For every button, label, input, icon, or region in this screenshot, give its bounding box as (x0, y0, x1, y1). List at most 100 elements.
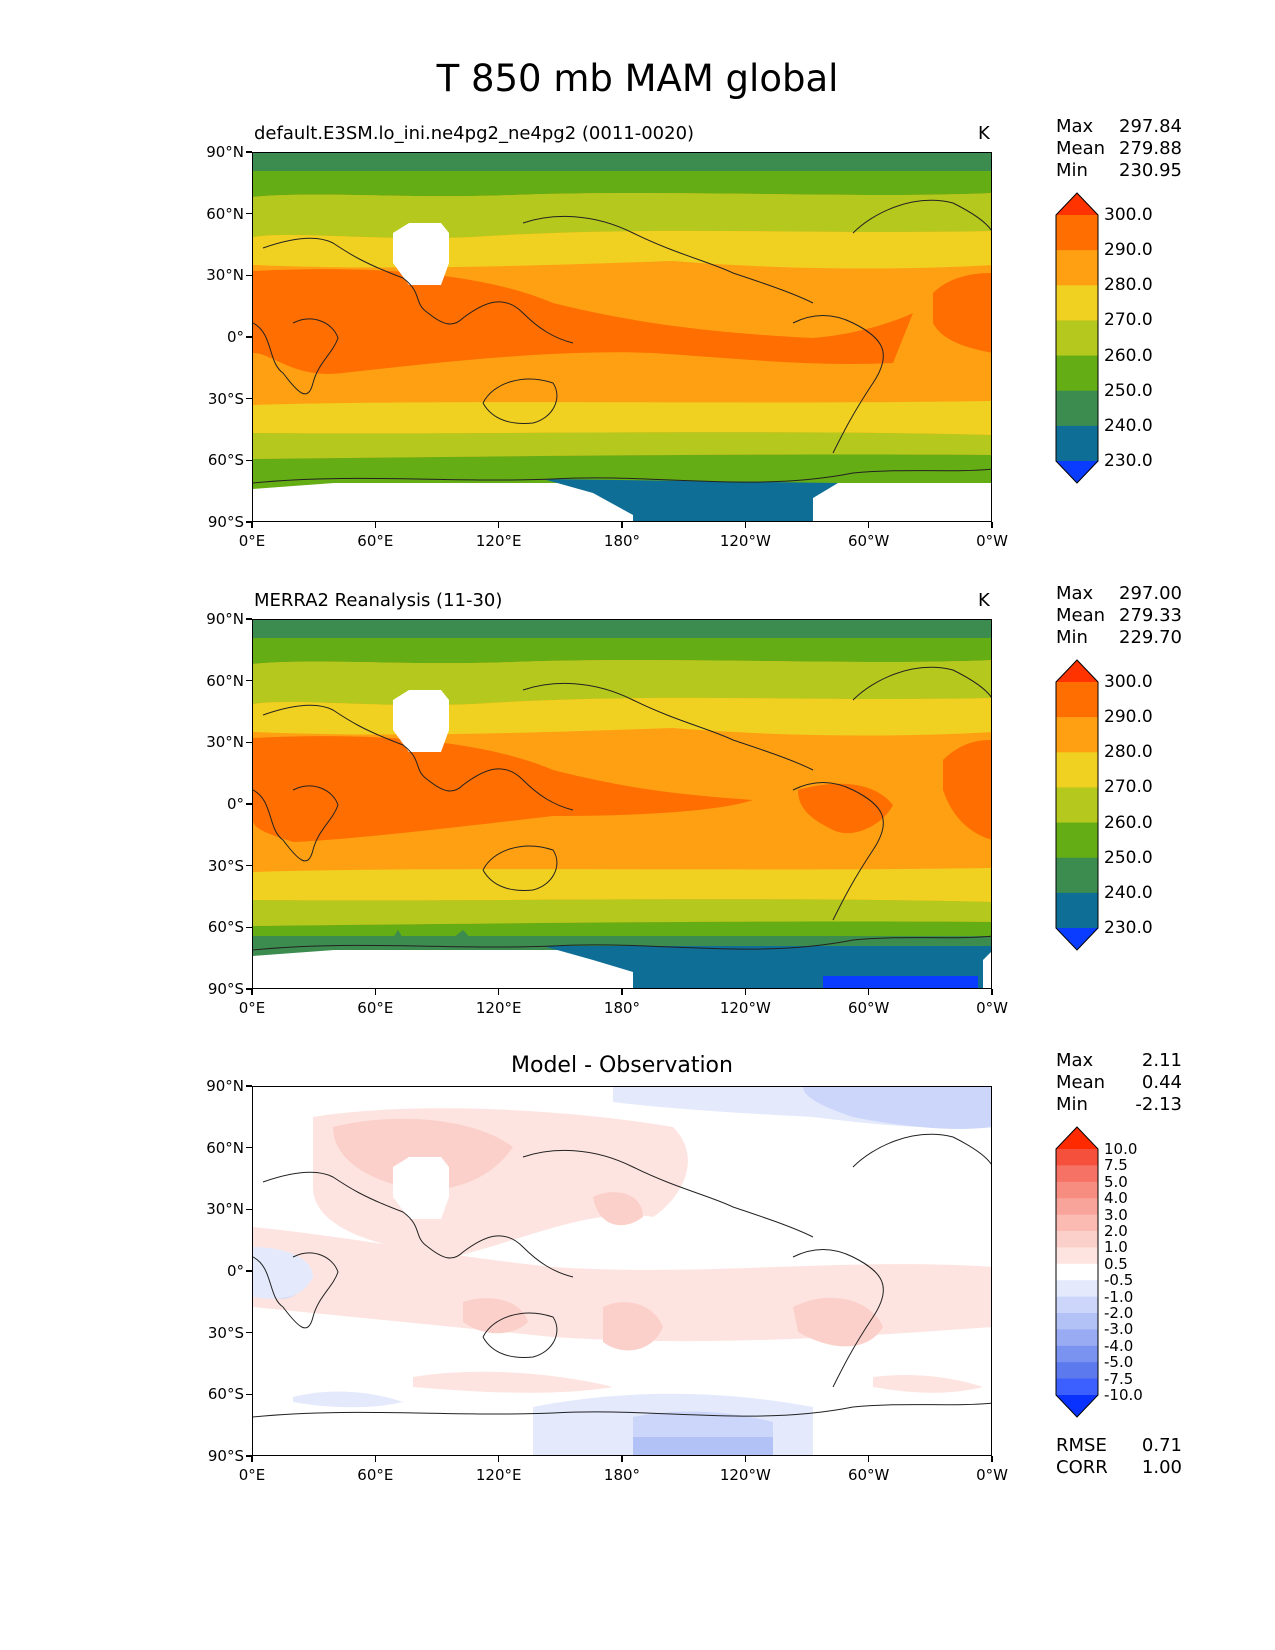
x-tick-label: 60°W (847, 999, 890, 1017)
colorbar-tick-label: 290.0 (1104, 240, 1153, 261)
colorbar-tick-label: 3.0 (1104, 1205, 1128, 1224)
colorbar-tick-label: -3.0 (1104, 1320, 1134, 1339)
y-tick-mark (246, 1208, 252, 1211)
x-tick-mark (867, 522, 870, 528)
y-tick-mark (246, 803, 252, 805)
y-tick-label: 30°N (206, 266, 244, 285)
colorbar-segment (1056, 320, 1098, 357)
y-tick-label: 30°N (206, 733, 244, 752)
y-tick-label: 90°S (207, 1447, 244, 1465)
x-tick-label: 0°E (238, 1466, 266, 1484)
y-tick-label: 60°S (207, 451, 244, 470)
colorbar-tick-label: 2.0 (1104, 1222, 1128, 1240)
y-tick-mark (246, 521, 252, 523)
colorbar-segment (1056, 1198, 1098, 1216)
coastlines (253, 199, 991, 484)
y-tick-mark (246, 926, 252, 929)
colorbar-tick-label: 7.5 (1104, 1156, 1128, 1175)
colorbar-tick-label: 250.0 (1104, 847, 1153, 868)
x-tick-label: 180° (603, 999, 641, 1017)
stat-mean-value: 0.44 (1141, 1072, 1182, 1093)
colorbar-segment (1056, 285, 1098, 322)
colorbar-tick-label: -0.5 (1104, 1271, 1134, 1290)
colorbar-segment (1056, 1329, 1098, 1347)
colorbar-tick-label: -10.0 (1104, 1386, 1143, 1404)
colorbar (1055, 192, 1099, 484)
colorbar-tick-label: 260.0 (1104, 812, 1153, 833)
colorbar (1055, 659, 1099, 951)
colorbar-segment (1056, 215, 1098, 251)
corr-value: 1.00 (1141, 1457, 1182, 1478)
colorbar-extend-min (1056, 461, 1098, 483)
x-tick-label: 0°E (238, 532, 266, 550)
coastlines (253, 1133, 991, 1418)
colorbar-tick-label: 10.0 (1104, 1140, 1138, 1158)
colorbar-tick-label: 230.0 (1104, 918, 1153, 938)
colorbar-tick-label: 280.0 (1104, 275, 1153, 296)
colorbar-segment (1056, 1280, 1098, 1298)
y-tick-mark (246, 1331, 252, 1334)
stat-min-label: Min (1056, 627, 1088, 648)
colorbar-tick-label: 230.0 (1104, 451, 1153, 471)
y-tick-label: 0° (226, 795, 244, 813)
colorbar-extend-max (1056, 1127, 1098, 1149)
y-tick-mark (246, 988, 252, 990)
y-tick-label: 30°S (207, 1323, 244, 1342)
x-tick-label: 180° (603, 1466, 641, 1484)
x-tick-label: 0°W (976, 1466, 1008, 1484)
x-tick-label: 0°W (976, 999, 1008, 1017)
panel3-metrics: RMSE 0.71 CORR 1.00 (1056, 1435, 1182, 1479)
rmse-value: 0.71 (1141, 1435, 1182, 1456)
colorbar-tick-label: -1.0 (1104, 1287, 1134, 1306)
stat-max-value: 297.00 (1119, 583, 1182, 604)
colorbar-tick-label: 300.0 (1104, 672, 1153, 692)
y-tick-label: 90°S (207, 980, 244, 998)
colorbar-segment (1056, 717, 1098, 753)
x-tick-label: 0°W (976, 532, 1008, 550)
stat-max-label: Max (1056, 1050, 1094, 1071)
colorbar-segment (1056, 1231, 1098, 1248)
colorbar-extend-min (1056, 928, 1098, 950)
x-tick-mark (251, 522, 253, 528)
y-tick-mark (246, 618, 252, 620)
colorbar-tick-label: 250.0 (1104, 380, 1153, 401)
colorbar-segment (1056, 1181, 1098, 1199)
y-tick-label: 0° (226, 328, 244, 346)
colorbar-tick-label: -4.0 (1104, 1336, 1134, 1355)
colorbar-segment (1056, 857, 1098, 894)
stat-mean-label: Mean (1056, 1072, 1106, 1093)
colorbar-tick-label: 290.0 (1104, 707, 1153, 728)
colorbar-segment (1056, 1149, 1098, 1166)
x-tick-mark (744, 522, 747, 528)
colorbar-segment (1056, 390, 1098, 427)
stat-min-label: Min (1056, 160, 1088, 181)
rmse-label: RMSE (1056, 1435, 1107, 1456)
colorbar-segment (1056, 1313, 1098, 1330)
x-tick-label: 120°W (719, 999, 771, 1017)
x-tick-mark (991, 1456, 993, 1462)
x-tick-label: 60°E (357, 532, 394, 550)
colorbar-tick-label: 240.0 (1104, 882, 1153, 903)
colorbar-tick-label: 0.5 (1104, 1254, 1128, 1273)
stat-mean-value: 279.88 (1119, 138, 1182, 159)
figure-title: T 850 mb MAM global (436, 57, 839, 100)
x-tick-mark (497, 1456, 500, 1462)
colorbar-segment (1056, 1263, 1098, 1281)
y-tick-mark (246, 397, 252, 400)
x-tick-label: 120°E (475, 532, 522, 550)
y-tick-mark (246, 1270, 252, 1272)
colorbar-segment (1056, 892, 1098, 929)
x-tick-label: 60°E (357, 1466, 394, 1484)
x-tick-label: 120°E (475, 1466, 522, 1484)
x-tick-label: 0°E (238, 999, 266, 1017)
y-tick-mark (246, 151, 252, 153)
x-tick-label: 120°E (475, 999, 522, 1017)
panel2-map (252, 619, 992, 989)
colorbar-tick-label: 280.0 (1104, 742, 1153, 763)
x-tick-mark (744, 1456, 747, 1462)
y-tick-mark (246, 864, 252, 867)
colorbar-tick-label: 270.0 (1104, 310, 1153, 331)
x-tick-mark (251, 989, 253, 995)
panel2-stats: Max 297.00 Mean 279.33 Min 229.70 (1056, 583, 1182, 649)
stat-mean-label: Mean (1056, 605, 1106, 626)
